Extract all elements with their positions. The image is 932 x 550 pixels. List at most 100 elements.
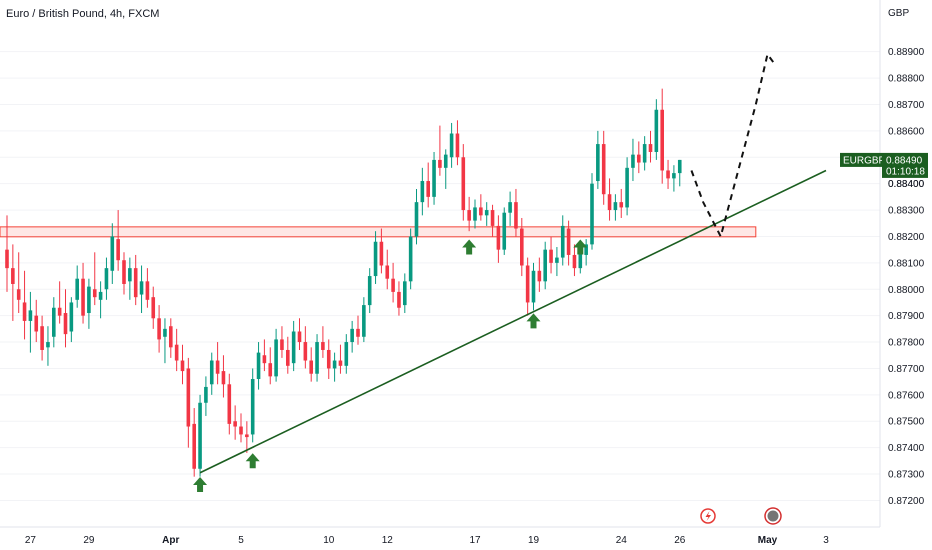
candle	[309, 347, 313, 382]
candle-body	[537, 270, 542, 282]
candle-body	[151, 297, 156, 319]
candle-body	[297, 331, 302, 343]
candle-body	[40, 326, 44, 350]
candle-body	[280, 339, 284, 350]
candle-body	[449, 133, 454, 158]
candle	[63, 289, 68, 348]
candle-body	[81, 278, 85, 316]
candle	[133, 254, 138, 306]
price-tick-label: 0.87400	[888, 443, 925, 454]
time-axis[interactable]: 27 29 Apr 5 10 12 17 19 24 26 May 3	[0, 526, 880, 546]
economic-event-icon[interactable]	[764, 507, 782, 525]
candle	[239, 413, 243, 443]
candle-body	[566, 228, 571, 255]
candle-body	[356, 328, 360, 337]
candle-body	[443, 154, 448, 168]
candle	[5, 215, 9, 292]
candle	[449, 122, 454, 168]
time-tick-label: 26	[674, 535, 686, 546]
candle-body	[549, 249, 553, 263]
candle	[572, 244, 577, 277]
candle-body	[543, 249, 547, 282]
candle-body	[157, 318, 161, 340]
candle	[677, 159, 682, 187]
candle	[22, 270, 27, 340]
candle-body	[367, 276, 372, 306]
candle-body	[28, 310, 33, 321]
candle-body	[46, 342, 50, 348]
time-tick-label: 12	[382, 535, 394, 546]
up-arrow-icon	[526, 313, 541, 329]
candle-body	[426, 181, 430, 197]
candle-body	[192, 423, 196, 469]
candle-body	[332, 360, 337, 369]
candle	[40, 315, 44, 361]
candle-body	[420, 181, 425, 203]
candle-body	[221, 371, 226, 385]
candle-body	[496, 225, 501, 250]
candle	[186, 357, 191, 448]
up-arrow-icon	[245, 453, 260, 469]
candle-body	[531, 270, 536, 303]
candle-body	[362, 305, 366, 337]
candle-body	[414, 202, 419, 237]
price-badge[interactable]: EURGBP 0.88490 01:10:18	[840, 152, 928, 178]
candle	[28, 291, 33, 353]
candle	[326, 339, 331, 380]
candle	[81, 262, 85, 324]
candle	[373, 231, 378, 284]
candle-body	[490, 210, 495, 226]
candle-body	[508, 202, 512, 213]
candle-body	[245, 434, 249, 438]
price-tick-label: 0.88600	[888, 126, 925, 137]
candle	[403, 273, 407, 314]
candle	[204, 376, 208, 416]
candle-body	[520, 228, 524, 266]
price-badge-symbol-bg	[840, 152, 882, 167]
candle	[104, 257, 109, 300]
candle-body	[198, 402, 202, 469]
price-tick-label: 0.87500	[888, 417, 925, 428]
candle	[92, 252, 97, 306]
candle	[332, 352, 337, 382]
candle-body	[110, 236, 115, 271]
price-tick-label: 0.88000	[888, 285, 925, 296]
projection-path[interactable]	[690, 51, 775, 240]
candle	[262, 339, 267, 372]
candle-body	[291, 331, 296, 364]
candle	[280, 326, 284, 358]
candle	[297, 318, 302, 350]
price-tick-label: 0.88700	[888, 100, 925, 111]
candle-body	[169, 326, 173, 348]
candle-body	[438, 159, 442, 168]
candle	[560, 215, 565, 266]
candle-body	[227, 384, 232, 424]
candle-body	[344, 342, 349, 366]
candle-body	[403, 281, 407, 306]
price-tick-label: 0.87600	[888, 390, 925, 401]
price-tick-label: 0.87300	[888, 470, 925, 481]
lightning-event-icon[interactable]	[700, 508, 716, 524]
chart-grid	[0, 51, 880, 501]
candle-body	[648, 144, 653, 152]
candle	[356, 315, 360, 345]
candle-body	[455, 133, 460, 158]
candle	[315, 334, 319, 382]
candle-body	[309, 360, 313, 374]
price-tick-label: 0.88800	[888, 74, 925, 85]
candle	[555, 247, 559, 277]
candle	[233, 405, 237, 440]
candle-body	[619, 202, 624, 208]
candle-body	[379, 241, 384, 266]
candle	[338, 344, 343, 374]
candle	[256, 342, 261, 390]
candle	[34, 299, 39, 343]
price-axis[interactable]: 0.889000.888000.887000.886000.885000.884…	[879, 0, 925, 527]
candle-body	[215, 360, 220, 374]
support-trendline[interactable]	[199, 169, 827, 474]
candle-body	[408, 236, 413, 282]
candle	[286, 336, 290, 374]
candle	[321, 326, 325, 358]
candle	[116, 210, 120, 271]
